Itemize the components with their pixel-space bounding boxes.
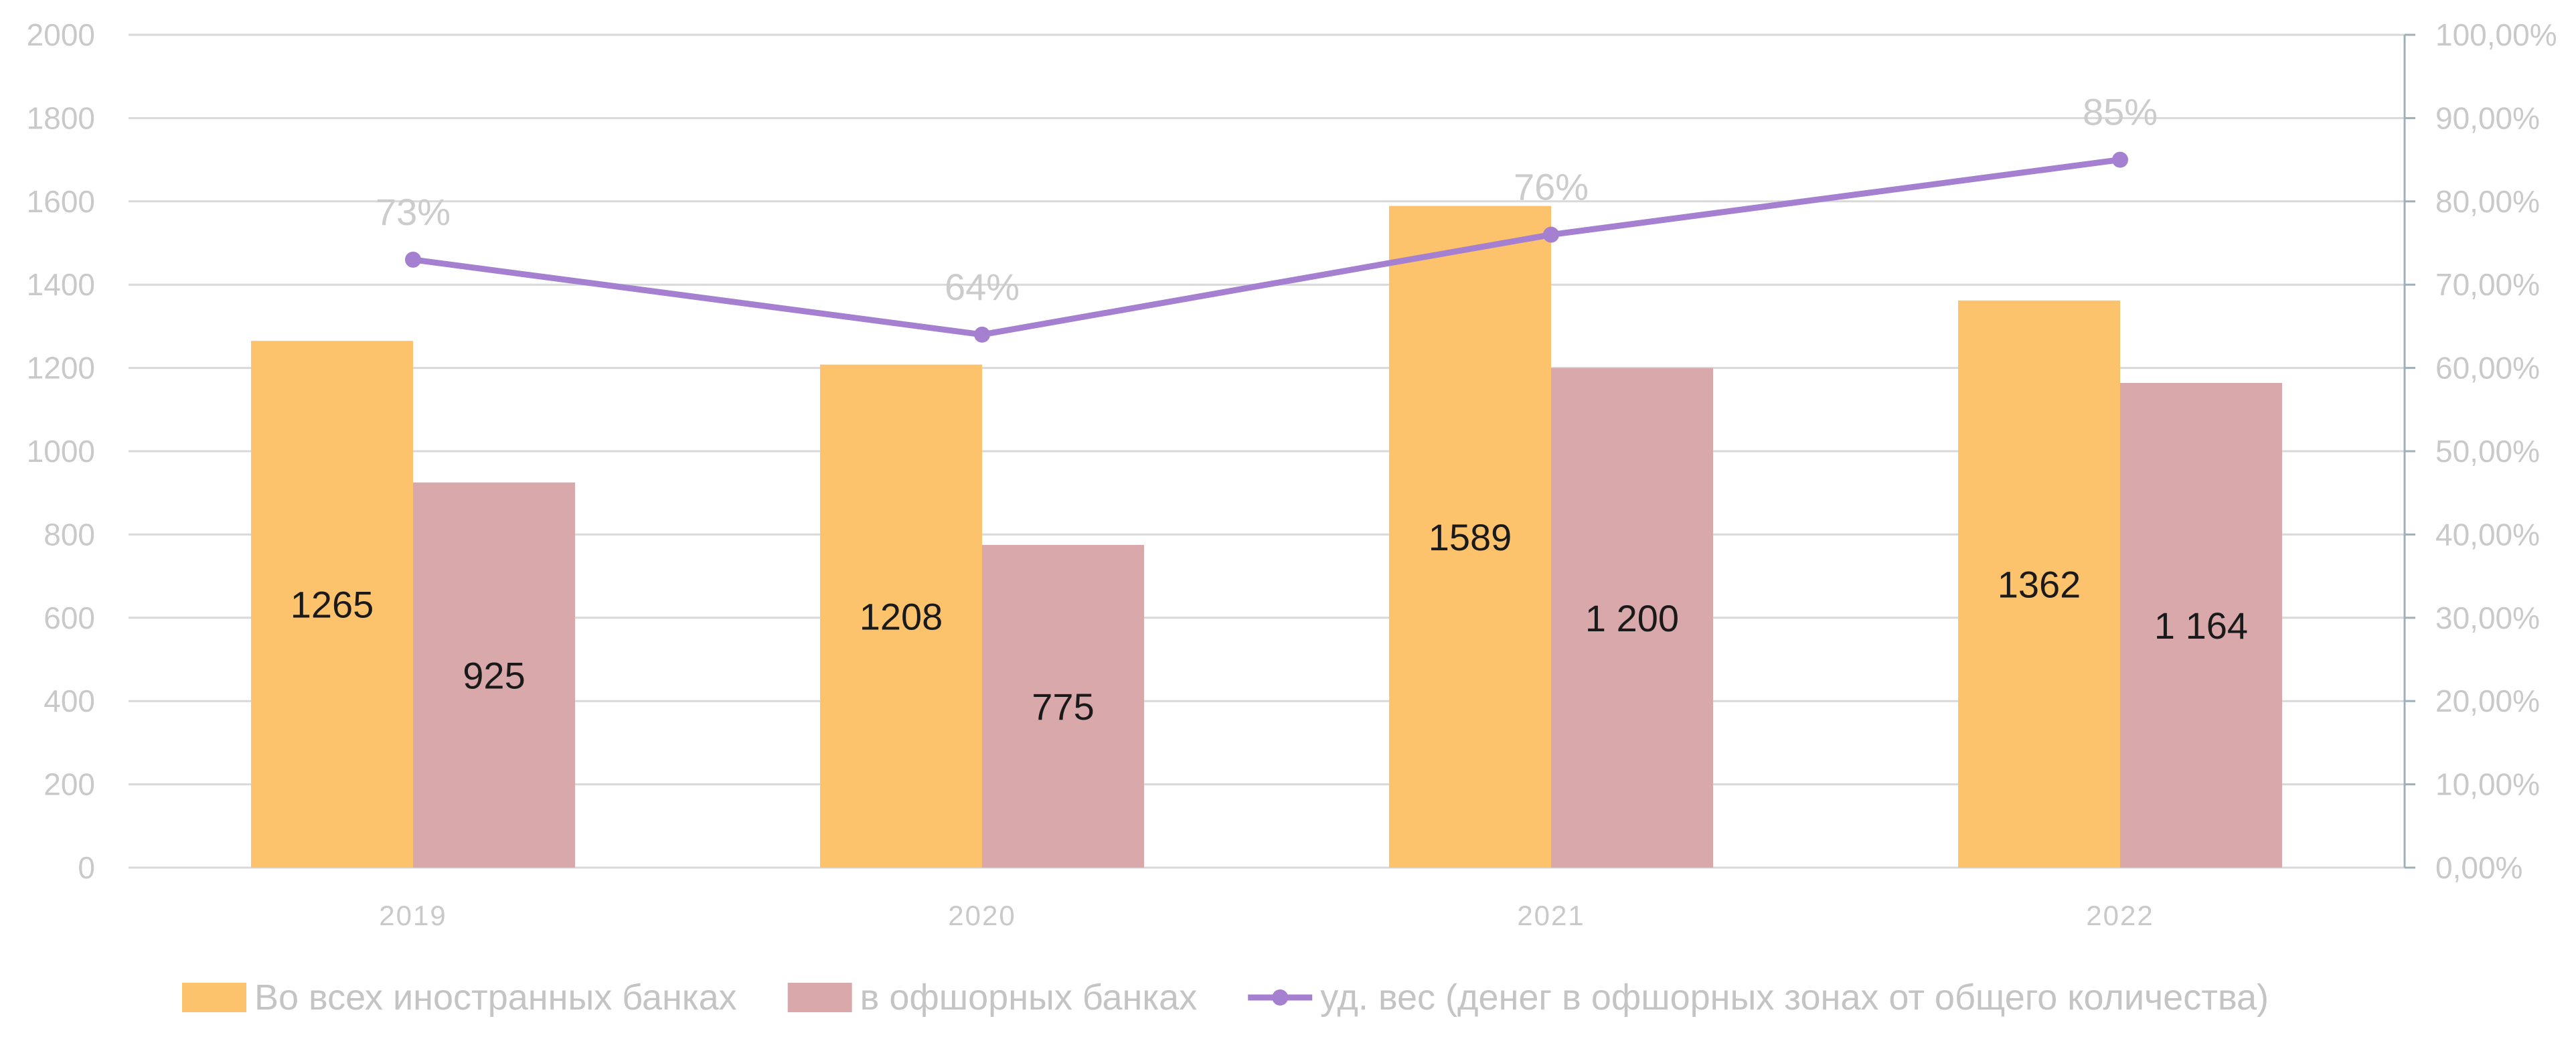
line-point xyxy=(974,326,990,343)
bar xyxy=(820,364,982,868)
y-right-tick-label: 30,00% xyxy=(2435,601,2540,635)
bar-series xyxy=(251,206,2282,868)
bar-data-label: 1362 xyxy=(1998,563,2081,605)
bar-data-label: 1589 xyxy=(1429,516,1512,558)
x-category-label: 2020 xyxy=(948,900,1016,931)
legend-label: в офшорных банках xyxy=(860,977,1198,1018)
x-category-label: 2021 xyxy=(1517,900,1585,931)
y-right-tick-label: 90,00% xyxy=(2435,100,2540,135)
y-right-tick-label: 60,00% xyxy=(2435,351,2540,386)
line-data-label: 76% xyxy=(1514,166,1589,208)
y-left-tick-label: 0 xyxy=(78,850,95,885)
bar-data-label: 1265 xyxy=(291,584,374,626)
y-right-tick-label: 80,00% xyxy=(2435,184,2540,219)
y-right-tick-label: 20,00% xyxy=(2435,684,2540,718)
legend-swatch xyxy=(787,983,852,1012)
line-data-label: 85% xyxy=(2083,91,2158,133)
y-left-tick-label: 600 xyxy=(44,601,95,635)
bar xyxy=(2120,382,2282,868)
x-category-label: 2022 xyxy=(2086,900,2154,931)
line-point xyxy=(2112,151,2128,168)
y-left-tick-label: 1400 xyxy=(27,267,95,302)
y-right-tick-label: 0,00% xyxy=(2435,850,2522,885)
y-left-tick-label: 400 xyxy=(44,684,95,718)
bar-data-label: 775 xyxy=(1032,686,1094,728)
bar-data-label: 1 164 xyxy=(2154,605,2248,647)
axes: 0 200 400 600 800 1000 1200 1400 1600 1800 2000 0,0… xyxy=(27,17,2557,931)
data-labels: 1265 1208 1589 1362 925 775 1 200 1 164 73% 64% 76… xyxy=(291,91,2248,728)
y-left-tick-label: 1200 xyxy=(27,351,95,386)
line-series xyxy=(405,151,2128,343)
line-point xyxy=(1543,226,1559,243)
bar xyxy=(1958,300,2120,868)
y-left-tick-label: 1000 xyxy=(27,434,95,469)
line-path xyxy=(412,157,2121,338)
bar xyxy=(1551,368,1713,868)
bar xyxy=(982,544,1144,868)
y-left-tick-label: 200 xyxy=(44,767,95,802)
y-left-tick-label: 800 xyxy=(44,517,95,552)
legend: Во всех иностранных банках в офшорных бан… xyxy=(182,977,2269,1018)
legend-swatch xyxy=(182,983,246,1012)
y-right-tick-label: 100,00% xyxy=(2435,17,2557,52)
bar xyxy=(413,482,575,868)
y-right-tick-label: 70,00% xyxy=(2435,267,2540,302)
y-left-tick-label: 1600 xyxy=(27,184,95,219)
y-left-tick-label: 1800 xyxy=(27,100,95,135)
bar-data-label: 1 200 xyxy=(1585,597,1679,639)
y-right-tick-label: 50,00% xyxy=(2435,434,2540,469)
bar xyxy=(251,341,413,868)
legend-line-marker xyxy=(1272,989,1289,1006)
legend-label: уд. вес (денег в офшорных зонах от общег… xyxy=(1320,977,2269,1018)
line-point xyxy=(405,251,421,268)
bar xyxy=(1389,206,1551,868)
bar-data-label: 1208 xyxy=(860,595,943,637)
legend-label: Во всех иностранных банках xyxy=(254,977,737,1018)
bar-data-label: 925 xyxy=(463,654,525,696)
y-left-tick-label: 2000 xyxy=(27,17,95,52)
y-right-tick-label: 40,00% xyxy=(2435,517,2540,552)
line-data-label: 73% xyxy=(376,191,451,233)
line-data-label: 64% xyxy=(945,266,1020,308)
y-right-tick-label: 10,00% xyxy=(2435,767,2540,802)
x-category-label: 2019 xyxy=(379,900,447,931)
